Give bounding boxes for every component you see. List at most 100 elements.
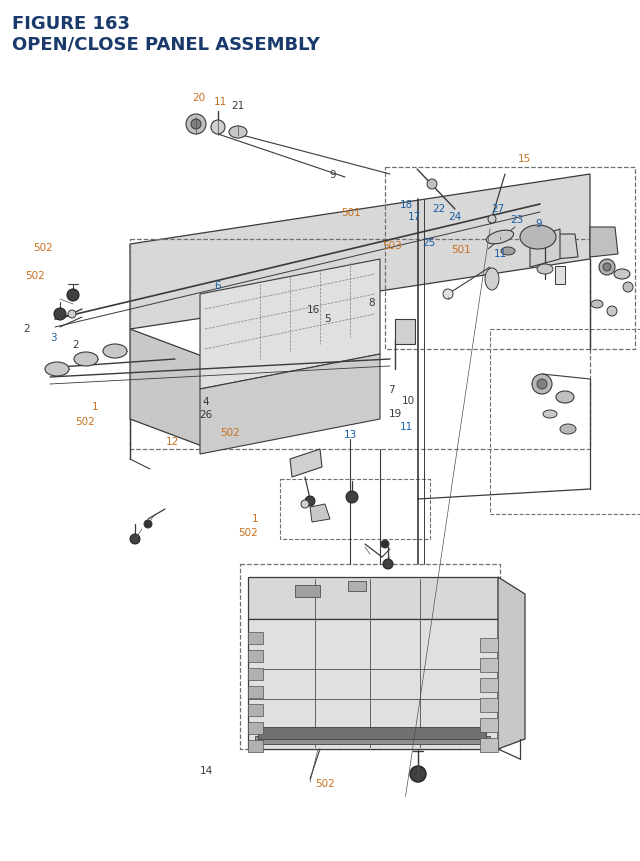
Ellipse shape (103, 344, 127, 358)
Circle shape (427, 180, 437, 189)
Text: 502: 502 (76, 417, 95, 427)
Text: 17: 17 (408, 212, 421, 222)
Circle shape (607, 307, 617, 317)
Circle shape (532, 375, 552, 394)
Polygon shape (248, 619, 498, 749)
Bar (248, 722, 263, 734)
Bar (248, 740, 263, 753)
Text: 21: 21 (232, 101, 244, 111)
Circle shape (599, 260, 615, 276)
Text: 8: 8 (368, 298, 374, 308)
Circle shape (623, 282, 633, 293)
Bar (555, 267, 565, 285)
Ellipse shape (560, 424, 576, 435)
Bar (480, 698, 498, 712)
Ellipse shape (543, 411, 557, 418)
Ellipse shape (45, 362, 69, 376)
Circle shape (305, 497, 315, 506)
Bar (248, 704, 263, 716)
Ellipse shape (614, 269, 630, 280)
Bar (480, 659, 498, 672)
Text: 13: 13 (344, 430, 357, 440)
Text: 16: 16 (307, 305, 320, 315)
Ellipse shape (501, 248, 515, 256)
Ellipse shape (229, 127, 247, 139)
Bar (248, 668, 263, 680)
Circle shape (603, 263, 611, 272)
Bar (480, 678, 498, 692)
Text: 503: 503 (382, 240, 401, 251)
Polygon shape (498, 578, 525, 749)
Circle shape (301, 500, 309, 508)
Text: 25: 25 (422, 238, 435, 248)
Polygon shape (248, 578, 498, 619)
Ellipse shape (591, 300, 603, 308)
Text: 9: 9 (330, 170, 336, 180)
Ellipse shape (556, 392, 574, 404)
Text: 15: 15 (518, 154, 531, 164)
Text: 5: 5 (324, 313, 331, 324)
Circle shape (211, 121, 225, 135)
Text: 14: 14 (200, 765, 212, 776)
Circle shape (186, 115, 206, 135)
Circle shape (383, 560, 393, 569)
Polygon shape (530, 230, 560, 268)
Text: 20: 20 (192, 93, 205, 103)
Text: 11: 11 (494, 249, 507, 259)
Text: 2: 2 (72, 339, 79, 350)
Text: 2: 2 (24, 324, 30, 334)
Bar (255, 736, 490, 744)
Text: 3: 3 (50, 332, 56, 343)
Polygon shape (130, 330, 210, 449)
Circle shape (54, 308, 66, 320)
Text: FIGURE 163: FIGURE 163 (12, 15, 130, 33)
Text: 502: 502 (239, 527, 258, 537)
Polygon shape (130, 175, 590, 330)
Text: 11: 11 (214, 96, 227, 107)
Bar (258, 728, 486, 739)
Text: 26: 26 (200, 410, 212, 420)
Text: 502: 502 (26, 270, 45, 281)
Ellipse shape (74, 353, 98, 367)
Bar (480, 638, 498, 653)
Ellipse shape (485, 269, 499, 291)
Polygon shape (310, 505, 330, 523)
Circle shape (443, 289, 453, 300)
Bar (348, 581, 366, 592)
Text: 502: 502 (221, 427, 240, 437)
Text: 10: 10 (402, 395, 415, 406)
Circle shape (130, 535, 140, 544)
Circle shape (144, 520, 152, 529)
Circle shape (381, 541, 389, 548)
Text: 22: 22 (432, 203, 445, 214)
Text: 501: 501 (451, 245, 470, 255)
Bar (248, 632, 263, 644)
Polygon shape (290, 449, 322, 478)
Text: 4: 4 (203, 396, 209, 406)
Polygon shape (552, 235, 578, 260)
Polygon shape (590, 228, 618, 257)
Text: 12: 12 (166, 437, 179, 447)
Bar (395, 319, 415, 344)
Circle shape (68, 311, 76, 319)
Text: 6: 6 (214, 281, 221, 291)
Circle shape (537, 380, 547, 389)
Ellipse shape (520, 226, 556, 250)
Bar (248, 686, 263, 698)
Bar (480, 718, 498, 732)
Text: 19: 19 (389, 408, 402, 418)
Ellipse shape (537, 264, 553, 275)
Text: 11: 11 (400, 421, 413, 431)
Text: 7: 7 (388, 384, 395, 394)
Text: 23: 23 (511, 214, 524, 225)
Text: OPEN/CLOSE PANEL ASSEMBLY: OPEN/CLOSE PANEL ASSEMBLY (12, 35, 320, 53)
Text: 9: 9 (536, 219, 542, 229)
Text: 1: 1 (92, 401, 98, 412)
Text: 502: 502 (34, 243, 53, 253)
Circle shape (488, 216, 496, 224)
Text: 501: 501 (341, 208, 360, 218)
Text: 502: 502 (316, 778, 335, 789)
Circle shape (67, 289, 79, 301)
Text: 27: 27 (492, 203, 504, 214)
Ellipse shape (486, 231, 514, 245)
